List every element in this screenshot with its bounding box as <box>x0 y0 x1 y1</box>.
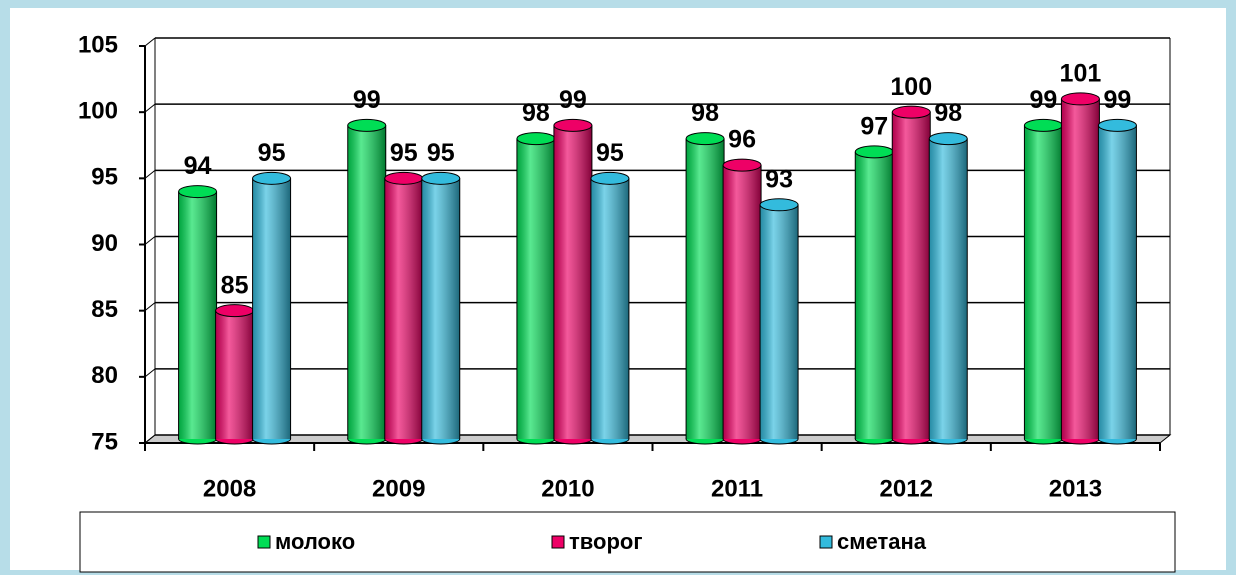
grid-side <box>144 169 156 179</box>
legend-label: сметана <box>837 529 927 554</box>
x-tick-label: 2010 <box>541 475 594 502</box>
bar-shade <box>215 310 254 439</box>
legend-label: молоко <box>275 529 355 554</box>
legend-swatch <box>819 535 833 549</box>
bar-top <box>347 118 387 132</box>
bar-top <box>685 132 725 146</box>
grid-side <box>144 37 156 47</box>
data-label: 98 <box>691 99 719 127</box>
bar-shade <box>686 138 725 439</box>
data-label: 94 <box>184 152 212 180</box>
data-label: 95 <box>390 139 418 167</box>
bar-shade <box>1061 98 1100 439</box>
bar-top <box>928 132 968 146</box>
bar-shade <box>347 125 386 440</box>
y-tick-label: 80 <box>91 362 118 389</box>
bar-top <box>1097 118 1137 132</box>
bar-top <box>421 171 461 185</box>
bar-top <box>1060 92 1100 106</box>
grid-side <box>144 103 156 113</box>
x-tick-label: 2008 <box>203 475 256 502</box>
data-label: 99 <box>1030 86 1058 114</box>
bar-top <box>891 105 931 119</box>
bar-top <box>215 304 255 318</box>
y-tick-label: 100 <box>78 98 118 125</box>
grid-side <box>144 236 156 245</box>
bar-shade <box>252 178 291 440</box>
bar-top <box>384 171 424 185</box>
bar-shade <box>855 151 894 439</box>
bar-shade <box>590 178 629 440</box>
legend-label: творог <box>569 529 643 554</box>
bar-top <box>854 145 894 159</box>
bar-top <box>759 198 799 212</box>
bar-shade <box>929 138 968 439</box>
bar-shade <box>421 178 460 440</box>
x-tick-label: 2013 <box>1049 475 1102 502</box>
bar-shade <box>723 165 762 439</box>
data-label: 101 <box>1060 60 1102 88</box>
data-label: 99 <box>1104 86 1132 114</box>
bar-top <box>722 158 762 172</box>
bar-shade <box>760 204 799 439</box>
y-tick-label: 95 <box>91 164 118 191</box>
data-label: 100 <box>890 73 932 101</box>
y-tick-label: 75 <box>91 428 118 455</box>
bar-shade <box>516 138 555 439</box>
grid-side <box>144 368 156 378</box>
bar-top <box>252 171 292 185</box>
bar-shade <box>553 125 592 440</box>
x-tick-label: 2011 <box>711 475 763 502</box>
legend-box <box>79 511 1176 573</box>
data-label: 99 <box>353 86 381 114</box>
x-tick-label: 2012 <box>880 475 933 502</box>
bar-top <box>590 171 630 185</box>
legend-swatch <box>257 535 271 549</box>
bar-shade <box>384 178 423 440</box>
bar-top <box>516 132 556 146</box>
y-tick-label: 105 <box>78 31 118 58</box>
data-label: 98 <box>522 99 550 127</box>
data-label: 95 <box>427 139 455 167</box>
data-label: 98 <box>934 99 962 127</box>
y-tick-label: 90 <box>91 230 118 257</box>
bar-shade <box>1024 125 1063 440</box>
data-label: 85 <box>221 271 249 299</box>
bar-shade <box>892 112 931 440</box>
data-label: 93 <box>765 165 793 193</box>
bar-top <box>553 118 593 132</box>
bar-shade <box>1098 125 1137 440</box>
y-tick-label: 85 <box>91 296 118 323</box>
bar-top <box>178 185 218 199</box>
data-label: 99 <box>559 86 587 114</box>
bar-top <box>1023 118 1063 132</box>
data-label: 97 <box>860 112 888 140</box>
x-tick-label: 2009 <box>372 475 425 502</box>
floor <box>143 434 1172 444</box>
grid-side <box>144 302 156 312</box>
legend-swatch <box>551 535 565 549</box>
grid-side <box>144 434 156 444</box>
data-label: 96 <box>728 126 756 154</box>
data-label: 95 <box>258 139 286 167</box>
data-label: 95 <box>596 139 624 167</box>
bar-shade <box>178 191 217 439</box>
